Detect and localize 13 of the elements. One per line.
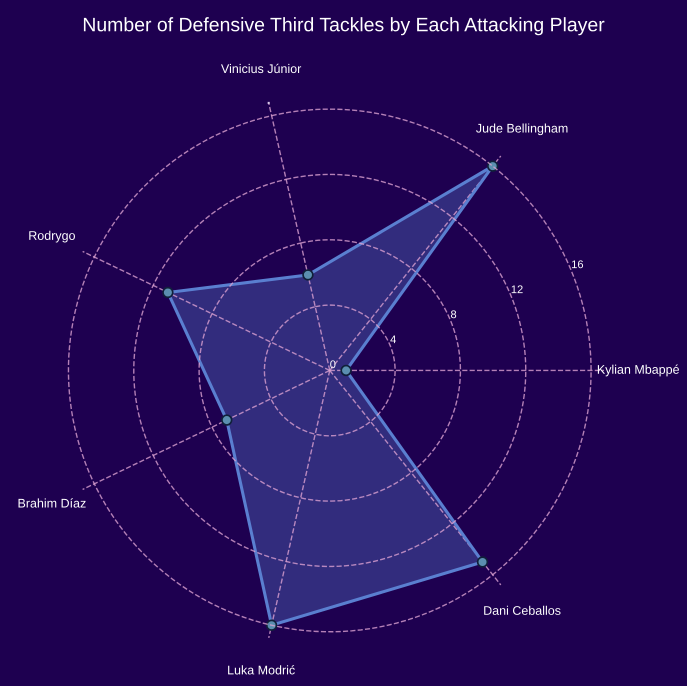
spoke-label: Jude Bellingham xyxy=(476,123,568,136)
y-tick-label: 8 xyxy=(450,310,456,318)
spoke-label: Luka Modrić xyxy=(228,665,295,674)
spoke-label: Brahim Díaz xyxy=(18,498,86,508)
spoke-label: Rodrygo xyxy=(29,230,75,242)
y-tick-label: 12 xyxy=(512,285,523,294)
y-tick-label: 0 xyxy=(330,360,336,368)
y-tick-label: 16 xyxy=(572,260,584,268)
y-tick-label: 4 xyxy=(390,335,396,344)
spoke-label: Dani Ceballos xyxy=(484,606,561,615)
spoke-label: Kylian Mbappé xyxy=(598,364,679,376)
spoke-label: Vinicius Júnior xyxy=(221,64,302,74)
chart-title: Number of Defensive Third Tackles by Each Attacking Player xyxy=(84,17,604,36)
